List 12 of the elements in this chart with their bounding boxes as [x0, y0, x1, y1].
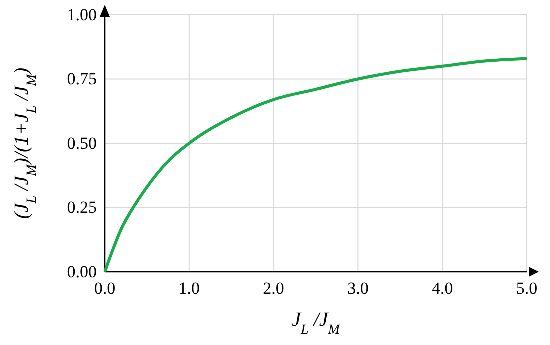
- y-tick-label: 1.00: [67, 5, 97, 24]
- x-tick-label: 1.0: [178, 279, 200, 298]
- y-tick-label: 0.75: [67, 70, 97, 89]
- x-axis-title: J$_{L}$ /J$_{M}$: [292, 309, 342, 338]
- y-tick-label: 0.25: [67, 198, 97, 218]
- x-tick-label: 2.0: [263, 279, 284, 298]
- y-tick-label: 0.00: [67, 262, 97, 282]
- x-tick-label: 3.0: [348, 279, 369, 298]
- x-tick-label: 4.0: [432, 279, 454, 298]
- x-tick-label: 0.0: [94, 279, 116, 298]
- x-tick-label: 5.0: [516, 279, 538, 298]
- y-tick-label: 0.50: [67, 134, 97, 153]
